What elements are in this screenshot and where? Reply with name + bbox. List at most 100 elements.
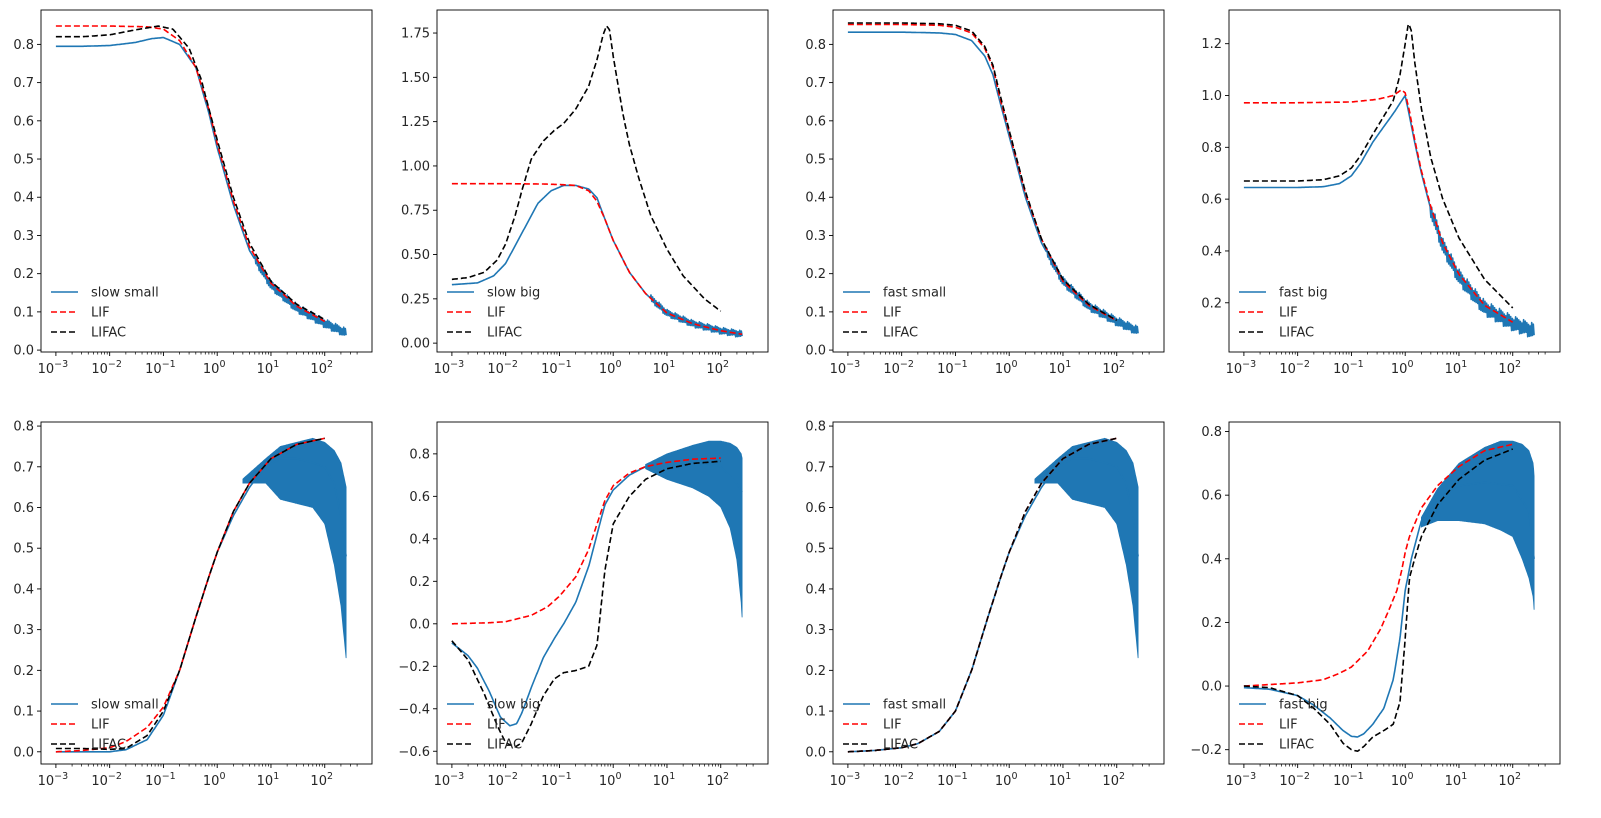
y-tick-label: 0.2 — [805, 664, 826, 679]
legend-label: LIF — [1279, 306, 1298, 321]
y-tick-label: −0.2 — [398, 660, 430, 675]
legend-label: LIFAC — [91, 738, 126, 753]
subplot-0-0: 0.00.10.20.30.40.50.60.70.810−3 10−2 10−1 1… — [13, 9, 373, 377]
x-tick-base: 10 — [203, 774, 220, 789]
series-line-lif — [451, 457, 721, 625]
x-tick-base: 10 — [1279, 362, 1296, 377]
x-tick-base: 10 — [653, 774, 670, 789]
x-tick-base: 10 — [1226, 774, 1243, 789]
y-tick-label: 0.6 — [1201, 193, 1222, 208]
y-tick-label: 0.2 — [1201, 296, 1222, 311]
y-tick-label: 0.0 — [1201, 680, 1222, 695]
y-tick-label: 1.00 — [401, 159, 430, 174]
oscillation-band — [242, 437, 347, 659]
x-tick-base: 10 — [653, 362, 670, 377]
x-tick-label: 101 — [653, 359, 676, 377]
x-tick-exponent: 1 — [1065, 771, 1071, 782]
x-tick-exponent: 0 — [1407, 771, 1413, 782]
y-tick-label: 0.8 — [1201, 425, 1222, 440]
x-tick-exponent: −3 — [1242, 359, 1256, 370]
x-tick-exponent: 2 — [723, 771, 729, 782]
y-tick-label: 0.3 — [13, 229, 34, 244]
x-tick-label: 102 — [310, 359, 333, 377]
x-tick-base: 10 — [830, 774, 847, 789]
x-tick-exponent: −1 — [558, 359, 572, 370]
oscillation-band — [1421, 440, 1535, 610]
x-tick-base: 10 — [883, 774, 900, 789]
x-tick-label: 10−3 — [38, 771, 69, 789]
x-tick-label: 102 — [310, 771, 333, 789]
series-line-lifac — [847, 437, 1117, 753]
y-tick-label: 0.8 — [1201, 141, 1222, 156]
x-tick-base: 10 — [541, 362, 558, 377]
legend-label: LIF — [91, 306, 110, 321]
legend-label: LIFAC — [91, 326, 126, 341]
y-tick-label: 0.2 — [13, 664, 34, 679]
y-tick-label: 0.8 — [805, 420, 826, 435]
x-tick-exponent: 1 — [669, 771, 675, 782]
x-tick-exponent: −3 — [846, 771, 860, 782]
y-tick-label: 0.0 — [13, 344, 34, 359]
x-tick-base: 10 — [434, 774, 451, 789]
x-tick-base: 10 — [38, 362, 55, 377]
x-tick-exponent: −1 — [954, 359, 968, 370]
x-tick-base: 10 — [599, 362, 616, 377]
y-tick-label: 0.4 — [805, 191, 826, 206]
x-tick-exponent: −2 — [504, 771, 518, 782]
x-tick-exponent: 2 — [1119, 359, 1125, 370]
x-tick-base: 10 — [599, 774, 616, 789]
x-tick-label: 100 — [203, 359, 226, 377]
series-line-fast-small — [847, 31, 1139, 334]
x-tick-base: 10 — [706, 362, 723, 377]
legend-label: fast small — [883, 286, 946, 301]
series-line-lif — [1243, 443, 1513, 687]
x-tick-label: 10−1 — [541, 771, 572, 789]
series-line-slow-big — [451, 459, 743, 727]
x-tick-exponent: −2 — [1296, 771, 1310, 782]
x-tick-base: 10 — [706, 774, 723, 789]
x-tick-base: 10 — [937, 362, 954, 377]
y-tick-label: 0.5 — [13, 542, 34, 557]
x-tick-label: 10−2 — [91, 771, 122, 789]
series-line-lifac — [55, 25, 326, 321]
x-tick-label: 10−1 — [145, 359, 176, 377]
x-tick-exponent: −1 — [1350, 359, 1364, 370]
x-tick-exponent: 2 — [327, 359, 333, 370]
x-tick-base: 10 — [1498, 362, 1515, 377]
x-tick-base: 10 — [1391, 774, 1408, 789]
y-tick-label: 0.1 — [805, 305, 826, 320]
legend-label: slow small — [91, 698, 159, 713]
legend-label: LIF — [883, 306, 902, 321]
y-tick-label: 0.2 — [409, 575, 430, 590]
legend-label: LIFAC — [883, 738, 918, 753]
y-tick-label: 0.7 — [805, 460, 826, 475]
x-tick-exponent: −1 — [954, 771, 968, 782]
y-tick-label: 0.7 — [805, 76, 826, 91]
x-tick-base: 10 — [1102, 774, 1119, 789]
x-tick-base: 10 — [203, 362, 220, 377]
x-tick-exponent: −3 — [1242, 771, 1256, 782]
legend-label: LIF — [487, 718, 506, 733]
x-tick-label: 100 — [995, 359, 1018, 377]
y-tick-label: 0.4 — [1201, 552, 1222, 567]
y-tick-label: 0.0 — [409, 617, 430, 632]
x-tick-base: 10 — [487, 362, 504, 377]
x-tick-base: 10 — [145, 362, 162, 377]
x-tick-exponent: −3 — [54, 359, 68, 370]
y-tick-label: −0.2 — [1190, 743, 1222, 758]
x-tick-exponent: 1 — [273, 771, 279, 782]
x-tick-label: 102 — [1102, 771, 1125, 789]
x-tick-label: 101 — [653, 771, 676, 789]
y-tick-label: 0.8 — [805, 38, 826, 53]
y-tick-label: 0.0 — [13, 745, 34, 760]
y-tick-label: 0.75 — [401, 204, 430, 219]
legend-label: slow small — [91, 286, 159, 301]
series-line-fast-big — [1243, 94, 1535, 338]
x-tick-label: 10−1 — [937, 359, 968, 377]
legend-label: fast big — [1279, 698, 1328, 713]
x-tick-base: 10 — [1333, 362, 1350, 377]
y-tick-label: 0.6 — [805, 114, 826, 129]
y-tick-label: 0.0 — [805, 344, 826, 359]
series-line-lif — [451, 182, 743, 336]
x-tick-label: 10−3 — [1226, 359, 1257, 377]
